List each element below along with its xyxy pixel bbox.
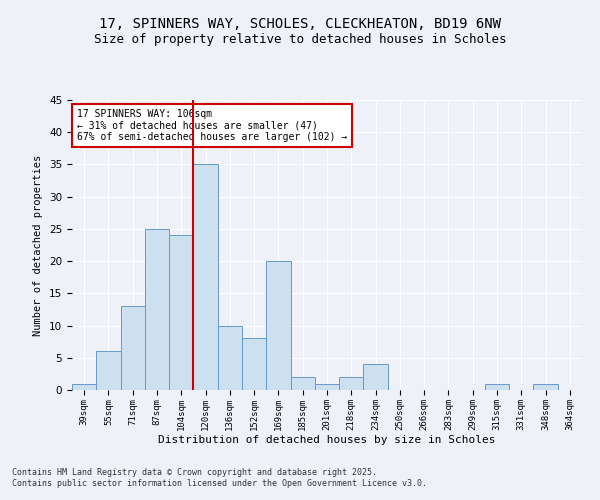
Bar: [193, 164, 218, 390]
Bar: [266, 261, 290, 390]
Bar: [121, 306, 145, 390]
X-axis label: Distribution of detached houses by size in Scholes: Distribution of detached houses by size …: [158, 436, 496, 446]
Bar: [533, 384, 558, 390]
Bar: [242, 338, 266, 390]
Bar: [290, 377, 315, 390]
Text: 17, SPINNERS WAY, SCHOLES, CLECKHEATON, BD19 6NW: 17, SPINNERS WAY, SCHOLES, CLECKHEATON, …: [99, 18, 501, 32]
Bar: [485, 384, 509, 390]
Bar: [145, 229, 169, 390]
Bar: [218, 326, 242, 390]
Text: Contains HM Land Registry data © Crown copyright and database right 2025.
Contai: Contains HM Land Registry data © Crown c…: [12, 468, 427, 487]
Text: 17 SPINNERS WAY: 106sqm
← 31% of detached houses are smaller (47)
67% of semi-de: 17 SPINNERS WAY: 106sqm ← 31% of detache…: [77, 108, 347, 142]
Bar: [96, 352, 121, 390]
Bar: [169, 236, 193, 390]
Bar: [364, 364, 388, 390]
Bar: [315, 384, 339, 390]
Text: Size of property relative to detached houses in Scholes: Size of property relative to detached ho…: [94, 32, 506, 46]
Bar: [339, 377, 364, 390]
Y-axis label: Number of detached properties: Number of detached properties: [34, 154, 43, 336]
Bar: [72, 384, 96, 390]
